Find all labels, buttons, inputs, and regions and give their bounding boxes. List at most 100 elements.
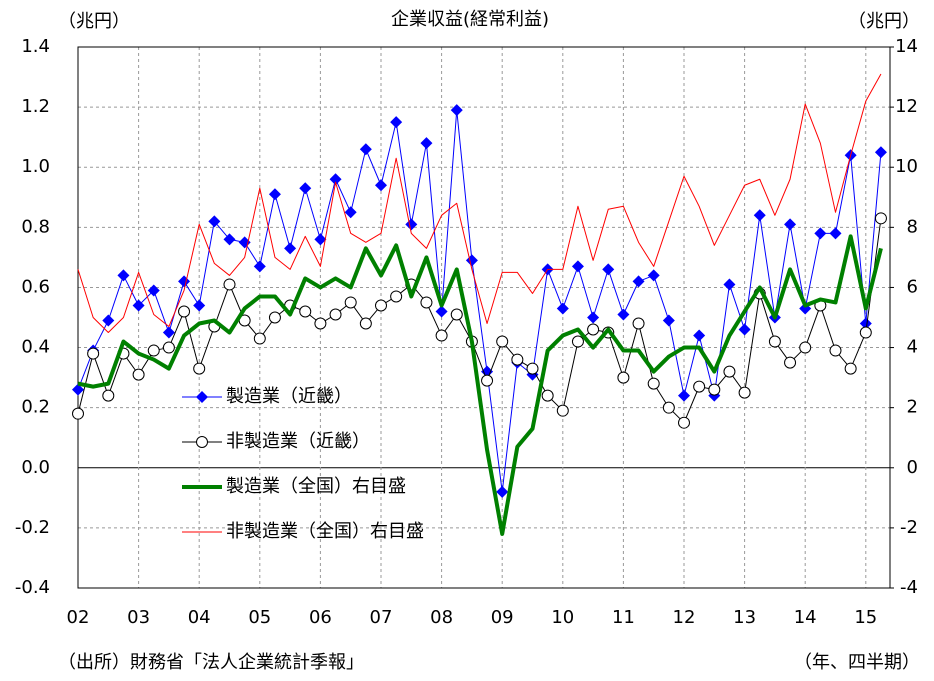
circle-marker bbox=[526, 362, 539, 375]
legend-label: 非製造業（全国）右目盛 bbox=[226, 521, 424, 542]
circle-marker bbox=[829, 344, 842, 357]
circle-marker bbox=[723, 365, 736, 378]
diamond-marker bbox=[72, 383, 84, 396]
diamond-marker bbox=[162, 326, 175, 339]
diamond-marker bbox=[723, 278, 736, 291]
circle-marker bbox=[435, 329, 448, 342]
diamond-marker bbox=[784, 218, 797, 231]
y-tick-label: 1.0 bbox=[21, 156, 50, 177]
circle-marker bbox=[162, 341, 175, 354]
y-tick-label: 1.2 bbox=[21, 96, 50, 117]
circle-marker bbox=[223, 278, 236, 291]
y2-tick-label: 8 bbox=[907, 216, 918, 237]
legend-label: 非製造業（近畿） bbox=[226, 431, 370, 452]
circle-marker bbox=[541, 389, 554, 402]
diamond-marker bbox=[208, 215, 221, 228]
legend-label: 製造業（全国）右目盛 bbox=[226, 476, 406, 497]
diamond-marker bbox=[556, 302, 569, 315]
circle-marker bbox=[556, 404, 569, 417]
circle-marker bbox=[799, 341, 812, 354]
legend-marker bbox=[196, 391, 208, 403]
circle-marker bbox=[859, 326, 872, 339]
y-tick-label: 0.6 bbox=[21, 276, 50, 297]
diamond-marker bbox=[874, 146, 887, 159]
circle-marker bbox=[874, 212, 887, 225]
diamond-marker bbox=[147, 284, 160, 297]
legend-marker bbox=[196, 436, 208, 448]
circle-marker bbox=[329, 308, 342, 321]
diamond-marker bbox=[390, 116, 403, 129]
diamond-marker bbox=[829, 227, 842, 240]
circle-marker bbox=[420, 296, 433, 309]
circle-marker bbox=[193, 362, 206, 375]
diamond-marker bbox=[678, 389, 690, 402]
diamond-marker bbox=[435, 305, 448, 318]
diamond-marker bbox=[587, 311, 600, 324]
circle-marker bbox=[72, 407, 84, 420]
y2-tick-label: -2 bbox=[900, 517, 918, 538]
x-tick-label: 03 bbox=[127, 607, 150, 628]
diamond-marker bbox=[814, 227, 827, 240]
diamond-marker bbox=[375, 179, 387, 192]
circle-marker bbox=[738, 386, 751, 399]
y2-tick-label: 10 bbox=[895, 156, 918, 177]
circle-marker bbox=[132, 368, 145, 381]
plot-frame bbox=[77, 46, 891, 589]
circle-marker bbox=[359, 317, 372, 330]
diamond-marker bbox=[268, 188, 281, 201]
circle-marker bbox=[147, 344, 160, 357]
x-tick-label: 04 bbox=[188, 607, 211, 628]
diamond-marker bbox=[132, 299, 145, 312]
diamond-marker bbox=[329, 173, 342, 186]
diamond-marker bbox=[314, 233, 327, 246]
series-group bbox=[77, 234, 883, 536]
diamond-marker bbox=[405, 218, 418, 231]
circle-marker bbox=[299, 305, 312, 318]
diamond-marker bbox=[102, 314, 115, 327]
diamond-marker bbox=[284, 242, 297, 255]
diamond-marker bbox=[617, 308, 630, 321]
y-tick-label: 0.0 bbox=[21, 457, 50, 478]
x-tick-label: 12 bbox=[673, 607, 696, 628]
diamond-marker bbox=[753, 209, 766, 222]
legend-label: 製造業（近畿） bbox=[226, 386, 352, 407]
circle-marker bbox=[253, 332, 266, 345]
x-tick-label: 02 bbox=[67, 607, 90, 628]
x-tick-label: 14 bbox=[794, 607, 817, 628]
diamond-marker bbox=[420, 137, 433, 150]
y2-tick-label: 2 bbox=[907, 397, 918, 418]
diamond-marker bbox=[193, 299, 206, 312]
y2-tick-label: -4 bbox=[900, 577, 918, 598]
x-tick-label: 10 bbox=[551, 607, 574, 628]
circle-marker bbox=[375, 299, 387, 312]
series-group bbox=[77, 73, 882, 334]
circle-marker bbox=[390, 290, 403, 303]
diamond-marker bbox=[450, 104, 463, 117]
diamond-marker bbox=[299, 182, 312, 195]
x-tick-label: 11 bbox=[612, 607, 635, 628]
x-tick-label: 06 bbox=[309, 607, 332, 628]
y-tick-label: 1.4 bbox=[21, 36, 50, 57]
circle-marker bbox=[344, 296, 357, 309]
diamond-marker bbox=[496, 485, 509, 498]
y2-tick-label: 0 bbox=[907, 457, 918, 478]
diamond-marker bbox=[738, 323, 751, 336]
diamond-marker bbox=[359, 143, 372, 156]
diamond-marker bbox=[632, 275, 645, 288]
circle-marker bbox=[647, 377, 660, 390]
series-line bbox=[77, 218, 882, 424]
diamond-marker bbox=[859, 317, 872, 330]
circle-marker bbox=[87, 347, 100, 360]
circle-marker bbox=[511, 353, 524, 366]
diamond-marker bbox=[178, 275, 191, 288]
circle-marker bbox=[844, 362, 857, 375]
circle-marker bbox=[632, 317, 645, 330]
y-tick-label: 0.2 bbox=[21, 397, 50, 418]
diamond-marker bbox=[465, 254, 478, 267]
x-axis-label: （年、四半期） bbox=[794, 652, 920, 673]
circle-marker bbox=[571, 335, 584, 348]
y-tick-label: -0.2 bbox=[15, 517, 50, 538]
diamond-marker bbox=[602, 263, 615, 276]
circle-marker bbox=[102, 389, 115, 402]
